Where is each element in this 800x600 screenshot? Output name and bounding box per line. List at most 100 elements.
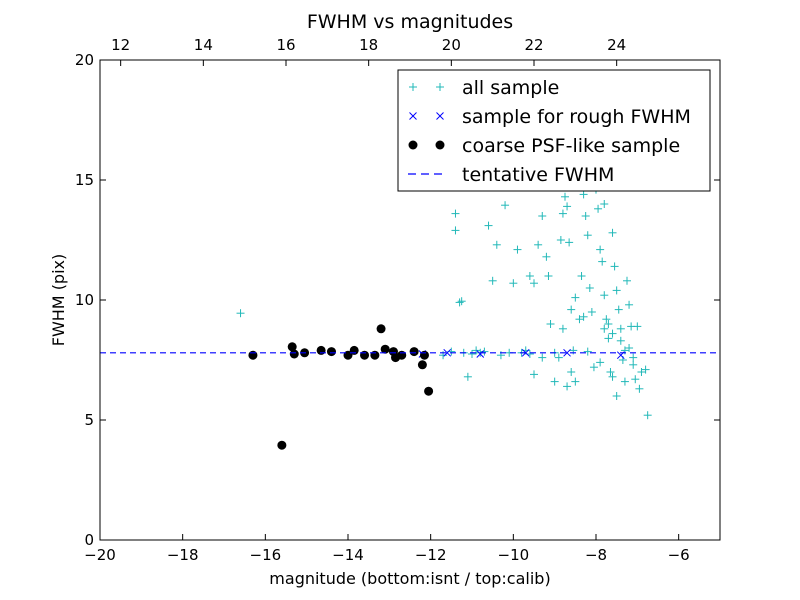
point-all-sample — [575, 315, 584, 324]
point-all-sample — [455, 298, 464, 307]
point-all-sample — [579, 190, 588, 199]
point-all-sample — [468, 350, 476, 358]
point-all-sample — [571, 377, 580, 386]
legend-entry: all sample — [409, 77, 559, 99]
point-all-sample — [614, 305, 623, 314]
point-rough-fwhm — [443, 348, 452, 357]
point-all-sample — [463, 372, 472, 381]
point-coarse-psf — [380, 344, 390, 354]
point-coarse-psf — [287, 342, 297, 352]
point-all-sample — [643, 411, 652, 420]
point-coarse-psf — [376, 324, 386, 334]
point-all-sample — [637, 368, 646, 376]
point-all-sample — [561, 192, 569, 201]
top-tick-label: 16 — [276, 36, 295, 54]
tick-layer: −20 −18 −16 −14 −12 −10 −8 −6 12 14 16 18 20 22 24 0 5 10… — [75, 36, 720, 564]
point-all-sample — [589, 363, 598, 372]
y-tick-label: 15 — [75, 171, 94, 189]
point-all-sample — [620, 377, 629, 386]
point-all-sample — [567, 305, 576, 314]
point-all-sample — [585, 284, 594, 292]
top-tick-label: 22 — [524, 36, 543, 54]
y-tick-label: 10 — [75, 291, 94, 309]
point-all-sample — [600, 200, 609, 208]
chart-title: FWHM vs magnitudes — [307, 11, 513, 33]
legend-entry: coarse PSF-like sample — [408, 135, 680, 157]
legend-entry: sample for rough FWHM — [409, 106, 691, 128]
point-all-sample — [538, 212, 547, 220]
point-all-sample — [633, 322, 642, 331]
point-all-sample — [583, 231, 592, 240]
point-all-sample — [525, 272, 534, 280]
point-all-sample — [608, 228, 617, 237]
point-all-sample — [641, 365, 650, 374]
top-tick-label: 12 — [111, 36, 130, 54]
y-tick-label: 5 — [84, 411, 94, 429]
point-all-sample — [623, 276, 631, 285]
legend-label: sample for rough FWHM — [462, 106, 691, 128]
point-all-sample — [604, 334, 613, 343]
point-all-sample — [501, 201, 510, 210]
point-coarse-psf — [360, 350, 370, 360]
point-all-sample — [596, 358, 605, 367]
point-all-sample — [625, 300, 634, 309]
point-coarse-psf — [289, 349, 299, 359]
point-all-sample — [608, 372, 617, 381]
point-all-sample — [612, 286, 621, 295]
point-all-sample — [538, 353, 547, 362]
top-tick-label: 20 — [442, 36, 461, 54]
legend-label: tentative FWHM — [462, 164, 614, 186]
point-all-sample — [558, 324, 567, 333]
point-all-sample — [554, 353, 563, 362]
point-all-sample — [542, 252, 551, 261]
y-tick-label: 0 — [84, 531, 94, 549]
x-tick-label: −20 — [84, 546, 116, 564]
point-all-sample — [571, 293, 580, 302]
point-all-sample — [530, 370, 538, 379]
point-all-sample — [594, 204, 603, 213]
point-coarse-psf — [370, 350, 380, 360]
point-all-sample — [598, 257, 607, 266]
legend-box — [397, 69, 711, 192]
point-all-sample — [530, 279, 538, 288]
point-all-sample — [567, 368, 576, 376]
legend: all sample sample for rough FWHM coarse PS… — [397, 69, 711, 192]
point-all-sample — [587, 308, 596, 316]
y-axis-label: FWHM (pix) — [49, 254, 68, 347]
data-layer — [100, 164, 720, 450]
point-all-sample — [484, 221, 493, 230]
point-coarse-psf — [248, 350, 258, 360]
point-all-sample — [492, 240, 501, 249]
point-coarse-psf — [424, 386, 434, 396]
point-all-sample — [616, 324, 625, 333]
point-rough-fwhm — [476, 350, 485, 358]
point-all-sample — [488, 276, 497, 285]
point-all-sample — [625, 344, 634, 352]
point-all-sample — [581, 212, 590, 220]
point-all-sample — [546, 320, 555, 328]
point-all-sample — [565, 238, 574, 247]
point-coarse-psf — [419, 350, 429, 360]
x-tick-label: −16 — [250, 546, 282, 564]
point-all-sample — [563, 382, 572, 391]
point-all-sample — [600, 291, 609, 300]
point-all-sample — [451, 226, 460, 235]
point-coarse-psf — [397, 350, 407, 360]
point-all-sample — [602, 315, 611, 324]
point-all-sample — [635, 384, 644, 393]
point-coarse-psf — [417, 360, 427, 370]
point-all-sample — [606, 368, 615, 376]
point-all-sample — [604, 320, 613, 328]
point-coarse-psf — [326, 347, 336, 357]
x-tick-label: −10 — [498, 546, 530, 564]
x-tick-label: −18 — [167, 546, 199, 564]
point-all-sample — [513, 245, 522, 254]
point-rough-fwhm — [563, 348, 571, 357]
point-coarse-psf — [277, 440, 287, 450]
point-all-sample — [577, 272, 586, 280]
point-all-sample — [236, 309, 245, 318]
point-all-sample — [629, 360, 638, 369]
point-all-sample — [612, 392, 621, 400]
point-all-sample — [472, 346, 481, 355]
